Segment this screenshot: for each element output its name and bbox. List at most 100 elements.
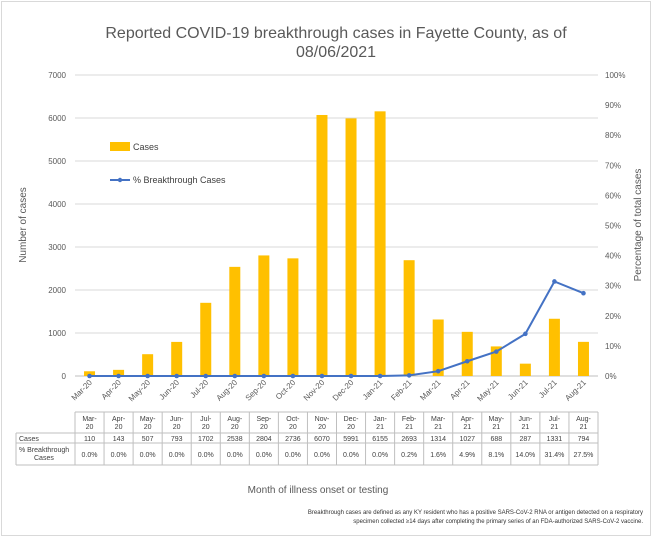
breakthrough-line xyxy=(87,279,586,379)
x-tick-label: Aug-21 xyxy=(563,378,588,403)
table-cell-cases: 1027 xyxy=(459,436,475,443)
line-point xyxy=(552,279,557,284)
x-tick-label: Nov-20 xyxy=(302,378,327,403)
line-point xyxy=(581,290,586,296)
y2-tick-label: 60% xyxy=(605,191,621,200)
table-header-cell: May-20 xyxy=(140,416,156,431)
table-cell-pct: 0.0% xyxy=(314,452,330,459)
line-point xyxy=(232,373,238,379)
bar xyxy=(142,354,154,376)
bar xyxy=(432,319,444,376)
table-cell-pct: 27.5% xyxy=(574,452,594,459)
footnote-line2: specimen collected ≥14 days after comple… xyxy=(353,519,643,525)
y2-tick-label: 0% xyxy=(605,372,617,381)
legend-swatch-marker xyxy=(117,177,123,183)
y-tick-label: 7000 xyxy=(48,71,66,80)
bar xyxy=(171,341,183,376)
table-header-cell: Oct-20 xyxy=(286,416,300,431)
bar xyxy=(374,111,386,377)
table-cell-pct: 0.2% xyxy=(401,452,417,459)
table-cell-cases: 6070 xyxy=(314,436,330,443)
line-point xyxy=(406,373,412,378)
table-cell-pct: 0.0% xyxy=(111,452,127,459)
bar xyxy=(113,369,125,376)
table-header-cell: Aug-20 xyxy=(227,416,242,431)
table-cell-cases: 2538 xyxy=(227,436,243,443)
y-axis-title: Number of cases xyxy=(18,187,29,263)
y2-axis-title: Percentage of total cases xyxy=(633,169,644,282)
line-point xyxy=(87,373,92,379)
bar xyxy=(490,346,502,376)
line-point xyxy=(319,373,325,379)
table-cell-cases: 688 xyxy=(490,436,502,443)
table-cell-cases: 2736 xyxy=(285,436,301,443)
table-cell-cases: 794 xyxy=(578,436,590,443)
x-tick-label: Jan-21 xyxy=(361,378,385,402)
bar xyxy=(200,302,212,376)
bar xyxy=(548,318,560,376)
table-cell-cases: 793 xyxy=(171,436,183,443)
line-point xyxy=(523,331,528,337)
table-cell-pct: 1.6% xyxy=(430,452,446,459)
y2-tick-label: 40% xyxy=(605,252,621,261)
bar xyxy=(84,371,96,376)
x-tick-label: Jul-20 xyxy=(188,378,210,400)
x-tick-label: Dec-20 xyxy=(331,378,356,403)
table-header-cell: Sep-20 xyxy=(256,416,271,431)
line-point xyxy=(174,373,179,379)
table-cell-pct: 0.0% xyxy=(372,452,388,459)
bar xyxy=(316,114,328,377)
legend-label-cases: Cases xyxy=(133,142,159,152)
table-cell-cases: 143 xyxy=(113,436,125,443)
y-axis-ticks: 0 1000 2000 3000 4000 5000 6000 7000 xyxy=(48,71,66,381)
table-cell-pct: 0.0% xyxy=(198,452,214,459)
table-header-cell: Jan-21 xyxy=(373,416,387,431)
line-point xyxy=(290,373,296,379)
bar xyxy=(345,118,357,377)
y-tick-label: 1000 xyxy=(48,329,66,338)
y-tick-label: 0 xyxy=(62,372,67,381)
y2-tick-label: 50% xyxy=(605,222,621,231)
table-cell-cases: 6155 xyxy=(372,436,388,443)
x-tick-label: Sep-20 xyxy=(244,378,269,403)
legend-label-breakthrough: % Breakthrough Cases xyxy=(133,175,226,185)
bar xyxy=(403,260,415,376)
table-cell-cases: 2804 xyxy=(256,436,272,443)
legend-swatch-cases xyxy=(110,142,130,151)
table-cell-pct: 8.1% xyxy=(488,452,504,459)
y-tick-label: 6000 xyxy=(48,114,66,123)
line-point xyxy=(464,358,470,364)
x-tick-label: May-20 xyxy=(127,378,153,404)
x-tick-label: Jul-21 xyxy=(537,378,559,400)
table-cell-pct: 4.9% xyxy=(459,452,475,459)
x-axis-ticks: Mar-20 Apr-20 May-20 Jun-20 Jul-20 Aug-20 Sep-… xyxy=(70,378,589,404)
bar xyxy=(519,363,531,376)
table-header-cell: Feb-21 xyxy=(402,416,417,431)
bar xyxy=(461,331,473,376)
bar xyxy=(229,266,241,376)
table-header-cell: Jul-21 xyxy=(549,416,561,431)
series-line xyxy=(89,280,584,377)
table-cell-pct: 14.0% xyxy=(515,452,535,459)
table-row-label-cases: Cases xyxy=(19,436,39,443)
y-tick-label: 2000 xyxy=(48,286,66,295)
x-tick-label: May-21 xyxy=(475,378,501,404)
table-cell-pct: 0.0% xyxy=(140,452,156,459)
line-point xyxy=(203,373,209,379)
table-header-cell: Dec-20 xyxy=(344,416,359,431)
x-tick-label: Feb-21 xyxy=(389,378,414,403)
line-point xyxy=(377,373,383,379)
y-tick-label: 3000 xyxy=(48,243,66,252)
bar xyxy=(577,341,589,376)
table-header-cell: Jun-20 xyxy=(170,416,184,431)
table-header-cell: Nov-20 xyxy=(315,416,330,431)
table-header-cell: Jun-21 xyxy=(519,416,533,431)
y2-tick-label: 10% xyxy=(605,342,621,351)
table-cell-cases: 110 xyxy=(84,436,95,443)
y2-tick-label: 90% xyxy=(605,101,621,110)
table-row-label-pct-2: Cases xyxy=(34,455,54,462)
y-tick-label: 5000 xyxy=(48,157,66,166)
table-cell-cases: 1314 xyxy=(430,436,446,443)
